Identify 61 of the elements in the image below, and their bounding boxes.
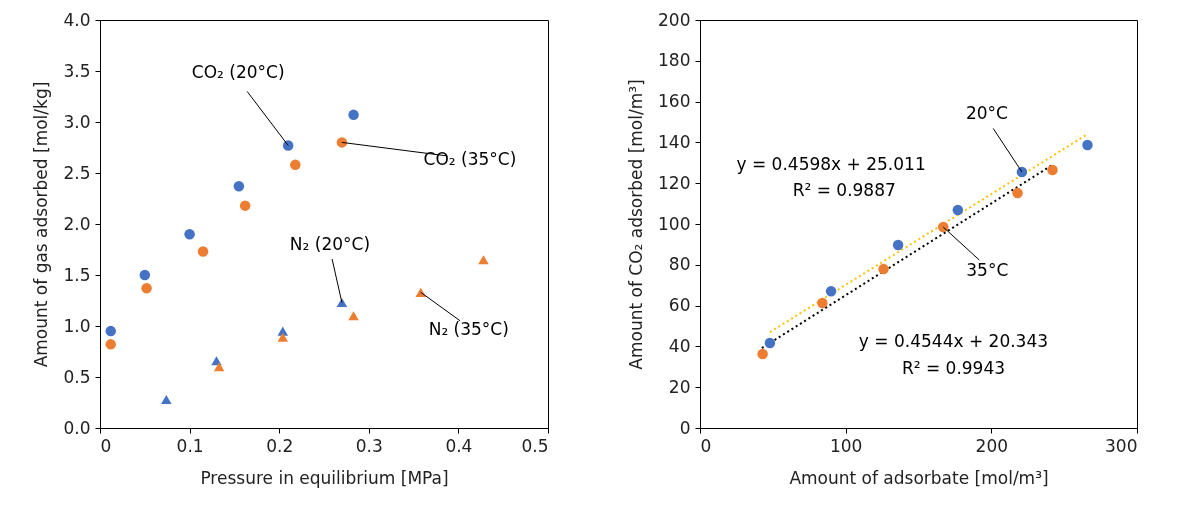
y-axis-title: Amount of gas adsorbed [mol/kg]: [31, 81, 52, 368]
point: [184, 228, 195, 240]
x-tick-label: 0: [700, 435, 712, 456]
point: [105, 325, 116, 337]
point: [277, 332, 289, 342]
point: [139, 269, 151, 281]
y-tick-label: 3.5: [63, 60, 91, 81]
y-tick-label: 100: [658, 213, 691, 234]
point: [105, 339, 116, 350]
y-tick-label: 0.0: [63, 417, 91, 438]
x-tick-label: 0: [100, 435, 112, 456]
y-tick-label: 60: [668, 295, 691, 316]
x-tick-label: 100: [829, 435, 863, 456]
point: [478, 255, 489, 265]
annotation: R² = 0.9887: [792, 180, 896, 201]
point: [233, 181, 245, 192]
y-tick-label: 180: [658, 50, 691, 71]
y-tick-label: 120: [658, 172, 691, 193]
annotation: N₂ (20°C): [289, 233, 371, 254]
y-tick-label: 0.5: [63, 366, 91, 387]
y-tick-label: 4.0: [63, 9, 91, 30]
point: [239, 200, 251, 211]
y-tick-label: 160: [658, 91, 691, 112]
y-tick-label: 2.0: [63, 213, 91, 234]
y-tick-label: 2.5: [63, 162, 91, 183]
point: [213, 362, 225, 372]
x-tick-label: 0.5: [521, 435, 549, 456]
annotation: 20°C: [965, 102, 1008, 123]
y-tick-label: 20: [668, 376, 691, 397]
point: [336, 137, 348, 148]
y-tick-label: 80: [668, 254, 691, 275]
annotation: 35°C: [966, 260, 1009, 281]
x-tick-label: 0.3: [355, 435, 383, 456]
point: [282, 140, 294, 151]
y-tick-label: 200: [658, 9, 691, 30]
y-tick-label: 3.0: [63, 111, 91, 132]
point: [290, 159, 301, 171]
annotation: CO₂ (20°C): [191, 62, 285, 83]
y-tick-label: 40: [668, 335, 691, 356]
annotation: CO₂ (35°C): [423, 149, 517, 170]
y-tick-label: 140: [658, 131, 691, 152]
y-axis-title: Amount of CO₂ adsorbed [mol/m³]: [626, 79, 647, 370]
annotation: R² = 0.9943: [901, 357, 1006, 378]
point: [141, 283, 152, 294]
x-tick-label: 0.2: [266, 435, 294, 456]
annotation: y = 0.4544x + 20.343: [858, 331, 1049, 352]
y-tick-label: 0: [679, 417, 691, 438]
x-tick-label: 200: [975, 435, 1009, 456]
x-axis-title: Amount of adsorbate [mol/m³]: [789, 467, 1049, 488]
point: [161, 394, 172, 404]
point: [348, 109, 359, 121]
y-tick-label: 1.5: [63, 264, 91, 285]
x-axis-title: Pressure in equilibrium [MPa]: [200, 467, 449, 488]
y-tick-label: 1.0: [63, 315, 91, 336]
annotation: y = 0.4598x + 25.011: [736, 153, 926, 174]
x-tick-label: 0.1: [176, 435, 204, 456]
x-tick-label: 0.4: [445, 435, 473, 456]
x-tick-label: 300: [1105, 435, 1138, 456]
point: [348, 311, 359, 321]
point: [197, 246, 209, 257]
annotation: N₂ (35°C): [428, 319, 509, 340]
